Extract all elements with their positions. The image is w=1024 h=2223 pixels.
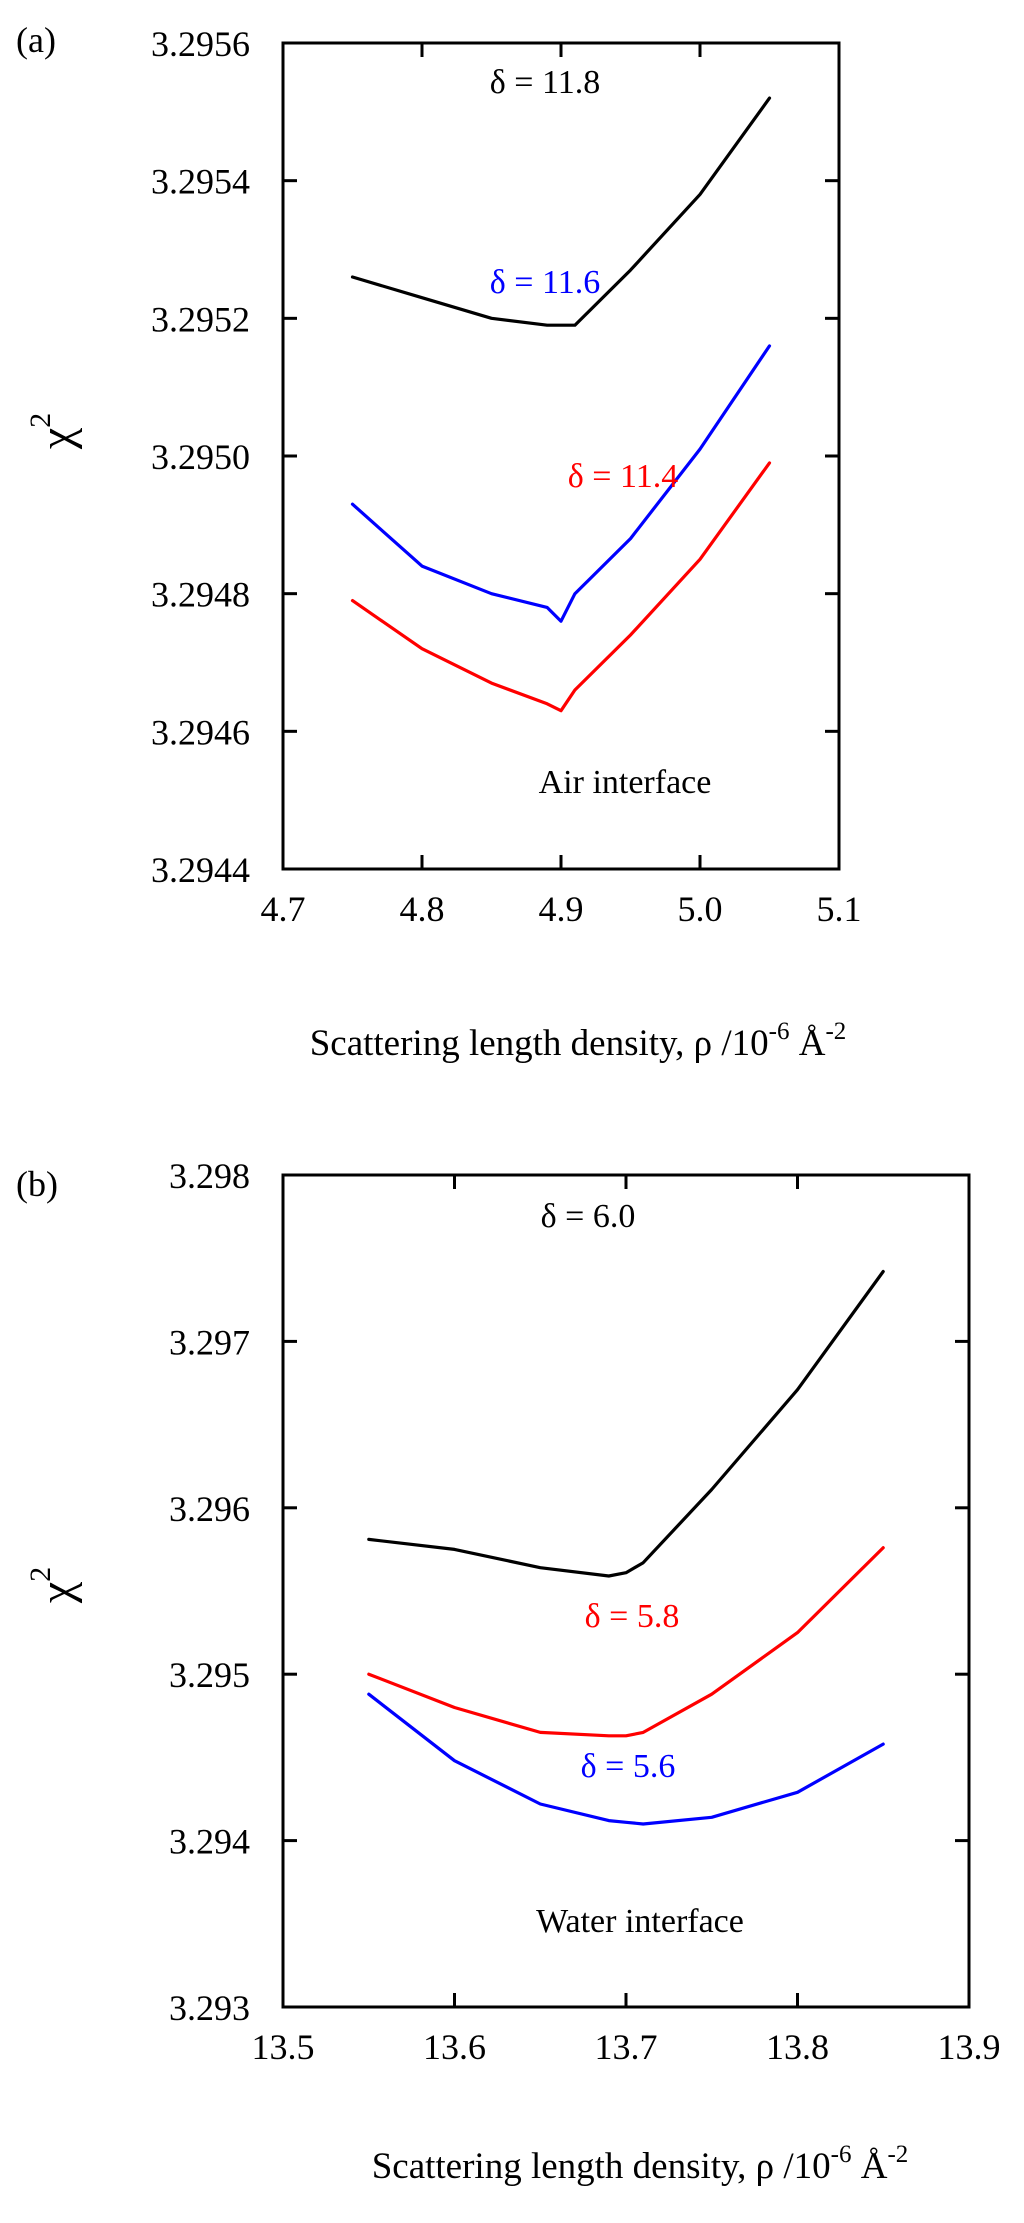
series-labels: δ = 11.8 δ = 11.6 δ = 11.4 [490, 64, 678, 495]
x-tick-labels: 4.7 4.8 4.9 5.0 5.1 [261, 889, 862, 929]
plot-frame [281, 41, 841, 871]
series-label: δ = 5.8 [585, 1598, 680, 1635]
x-label-sup1: -6 [769, 1018, 790, 1045]
y-label-base: χ [30, 1581, 83, 1604]
y-tick-label: 3.2948 [151, 575, 250, 615]
series-label: δ = 6.0 [541, 1198, 636, 1235]
series-line [350, 96, 772, 327]
series-labels: δ = 6.0 δ = 5.8 δ = 5.6 [541, 1198, 680, 1785]
panel-label: (b) [16, 1164, 58, 1204]
x-tick-label: 4.9 [539, 889, 584, 929]
data-series [367, 1269, 885, 1826]
y-tick-label: 3.296 [169, 1489, 250, 1529]
x-label-text: Scattering length density, ρ /10 [372, 2146, 831, 2187]
y-tick-label: 3.2950 [151, 437, 250, 477]
series-line [367, 1546, 885, 1738]
x-label-sup2: -2 [887, 2141, 908, 2168]
y-tick-label: 3.2952 [151, 299, 250, 339]
x-label-unit: Å [851, 2146, 887, 2187]
x-tick-label: 13.5 [252, 2027, 315, 2067]
series-line [367, 1269, 885, 1578]
x-tick-label: 4.7 [261, 889, 306, 929]
x-axis-label: Scattering length density, ρ /10-6 Å-2 [310, 1018, 847, 1064]
annotation: Water interface [536, 1903, 744, 1940]
annotation: Air interface [539, 764, 712, 801]
y-tick-label: 3.2944 [151, 850, 250, 890]
panel-air-interface: (a) 3.2944 3.2946 3.2948 3.2950 3.2952 3.2954… [16, 20, 862, 1064]
x-tick-label: 13.7 [595, 2027, 658, 2067]
y-tick-label: 3.293 [169, 1988, 250, 2028]
series-label: δ = 11.8 [490, 64, 600, 101]
x-tick-label: 13.6 [423, 2027, 486, 2067]
series-line [350, 344, 772, 623]
x-tick-label: 13.8 [766, 2027, 829, 2067]
y-tick-label: 3.297 [169, 1322, 250, 1362]
y-axis-label: χ2 [24, 413, 83, 450]
tick-marks [281, 1173, 971, 2009]
x-tick-label: 13.9 [938, 2027, 1001, 2067]
series-line [350, 461, 772, 713]
y-label-sup: 2 [24, 1567, 57, 1582]
x-label-unit: Å [789, 1023, 825, 1064]
series-label: δ = 5.6 [581, 1748, 676, 1785]
y-tick-label: 3.298 [169, 1156, 250, 1196]
y-tick-label: 3.2946 [151, 712, 250, 752]
y-tick-label: 3.294 [169, 1822, 250, 1862]
y-tick-label: 3.2956 [151, 24, 250, 64]
data-series [350, 96, 772, 713]
series-line [367, 1692, 885, 1826]
y-label-sup: 2 [24, 413, 57, 428]
series-label: δ = 11.6 [490, 264, 600, 301]
y-axis-label: χ2 [24, 1567, 83, 1604]
tick-marks [281, 41, 841, 871]
y-tick-label: 3.295 [169, 1655, 250, 1695]
y-tick-label: 3.2954 [151, 162, 250, 202]
y-tick-labels: 3.2944 3.2946 3.2948 3.2950 3.2952 3.2954 3.29… [151, 24, 250, 890]
y-label-base: χ [30, 427, 83, 450]
x-label-sup1: -6 [831, 2141, 852, 2168]
x-label-text: Scattering length density, ρ /10 [310, 1023, 769, 1064]
x-axis-label: Scattering length density, ρ /10-6 Å-2 [372, 2141, 909, 2187]
x-tick-label: 5.1 [817, 889, 862, 929]
panel-label: (a) [16, 20, 56, 60]
plot-frame [281, 1173, 971, 2009]
series-label: δ = 11.4 [568, 458, 678, 495]
x-tick-label: 5.0 [678, 889, 723, 929]
x-label-sup2: -2 [825, 1018, 846, 1045]
x-tick-labels: 13.5 13.6 13.7 13.8 13.9 [252, 2027, 1001, 2067]
x-tick-label: 4.8 [400, 889, 445, 929]
y-tick-labels: 3.293 3.294 3.295 3.296 3.297 3.298 [169, 1156, 250, 2028]
